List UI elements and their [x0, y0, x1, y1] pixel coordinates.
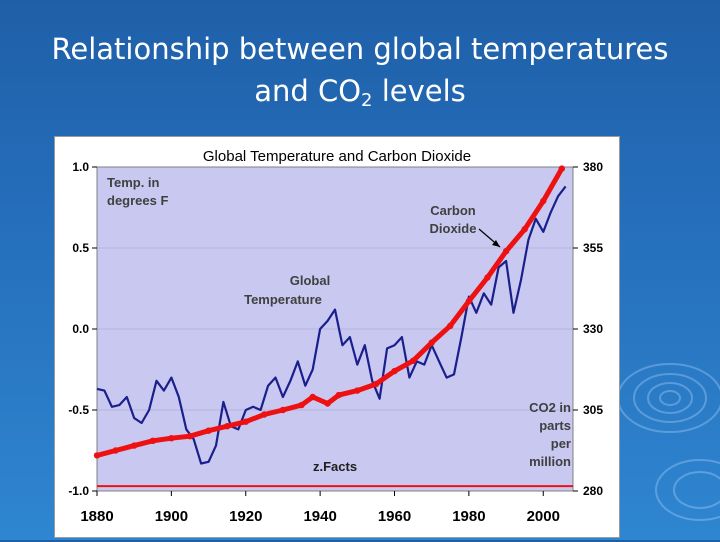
- co2-point: [243, 419, 249, 425]
- left-tick-label: 1.0: [72, 160, 89, 174]
- co2-point: [280, 407, 286, 413]
- co2-point: [484, 274, 490, 280]
- co2-point: [373, 381, 379, 387]
- chart-title: Global Temperature and Carbon Dioxide: [203, 148, 471, 165]
- x-tick-label: 1880: [80, 508, 113, 525]
- co2-point: [94, 452, 100, 458]
- right-tick-label: 330: [583, 322, 603, 336]
- co2-point: [224, 423, 230, 429]
- co2-point: [112, 447, 118, 453]
- right-tick-label: 380: [583, 160, 603, 174]
- x-tick-label: 1960: [378, 508, 411, 525]
- source-label: z.Facts: [313, 459, 357, 474]
- left-tick-label: -1.0: [68, 484, 89, 498]
- x-tick-label: 1920: [229, 508, 262, 525]
- co2-unit-line4: million: [529, 454, 571, 469]
- co2-point: [298, 402, 304, 408]
- co2-point: [559, 165, 565, 171]
- co2-point: [429, 339, 435, 345]
- x-tick-label: 1900: [155, 508, 188, 525]
- co2-point: [410, 358, 416, 364]
- x-axis: 1880 1900 1920 1940 1960 1980 2000: [80, 491, 560, 525]
- co2-label-line2: Dioxide: [430, 221, 477, 236]
- slide-title-line2-pre: and CO: [254, 74, 361, 108]
- temp-label-line1: Global: [290, 273, 330, 288]
- temp-unit-line2: degrees F: [107, 193, 168, 208]
- right-axis: 380 355 330 305 280: [573, 160, 603, 498]
- x-tick-label: 2000: [527, 508, 560, 525]
- chart-frame: Global Temperature and Carbon Dioxide 1.…: [54, 136, 620, 538]
- co2-unit-line3: per: [551, 436, 571, 451]
- co2-point: [503, 248, 509, 254]
- temp-unit-line1: Temp. in: [107, 175, 160, 190]
- co2-point: [131, 442, 137, 448]
- co2-unit-line1: CO2 in: [529, 400, 571, 415]
- co2-point: [168, 435, 174, 441]
- co2-point: [354, 387, 360, 393]
- slide-title-line2: and CO2 levels: [0, 70, 720, 122]
- co2-label-line1: Carbon: [430, 203, 476, 218]
- x-tick-label: 1940: [303, 508, 336, 525]
- slide-title-line2-sub: 2: [361, 90, 372, 111]
- left-tick-label: 0.5: [72, 241, 89, 255]
- co2-point: [150, 438, 156, 444]
- slide-title: Relationship between global temperatures…: [0, 28, 720, 122]
- co2-point: [205, 428, 211, 434]
- right-tick-label: 305: [583, 403, 603, 417]
- co2-point: [310, 394, 316, 400]
- co2-point: [324, 400, 330, 406]
- co2-point: [540, 198, 546, 204]
- left-tick-label: -0.5: [68, 403, 89, 417]
- x-tick-label: 1980: [452, 508, 485, 525]
- co2-point: [522, 226, 528, 232]
- chart: Global Temperature and Carbon Dioxide 1.…: [55, 137, 619, 537]
- right-tick-label: 280: [583, 484, 603, 498]
- co2-unit-line2: parts: [539, 418, 571, 433]
- co2-point: [466, 298, 472, 304]
- co2-point: [391, 368, 397, 374]
- co2-point: [261, 411, 267, 417]
- slide-title-line1: Relationship between global temperatures: [0, 28, 720, 70]
- slide-title-line2-post: levels: [373, 74, 466, 108]
- left-tick-label: 0.0: [72, 322, 89, 336]
- co2-point: [336, 392, 342, 398]
- co2-point: [447, 323, 453, 329]
- right-tick-label: 355: [583, 241, 603, 255]
- temp-label-line2: Temperature: [244, 292, 322, 307]
- co2-point: [187, 433, 193, 439]
